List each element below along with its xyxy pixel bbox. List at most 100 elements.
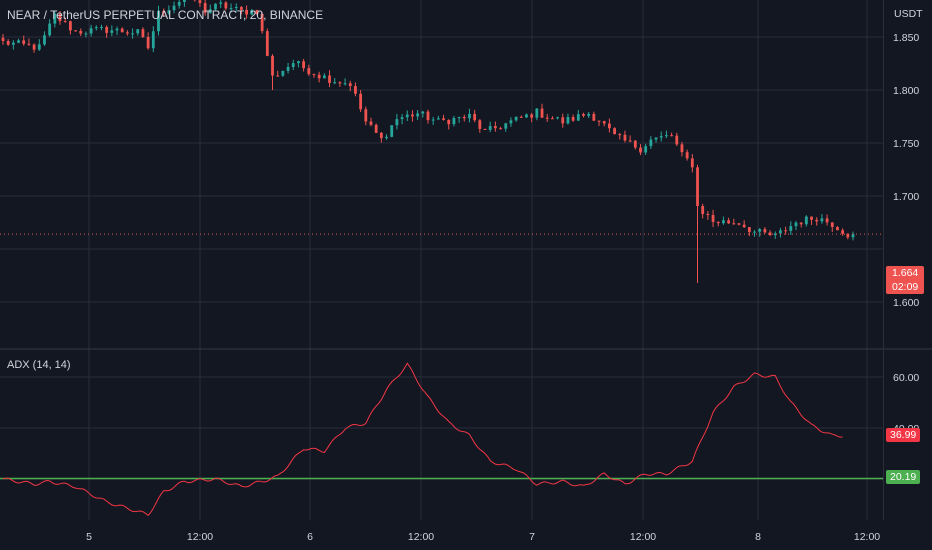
candle-down <box>846 233 850 238</box>
candle-down <box>841 230 845 234</box>
candle-down <box>359 93 363 110</box>
candle-down <box>799 222 803 225</box>
candle-down <box>369 121 373 125</box>
bar-countdown: 02:09 <box>892 281 919 293</box>
candle-down <box>597 120 601 122</box>
candle-up <box>43 35 46 45</box>
candle-down <box>462 117 466 119</box>
candle-up <box>208 9 212 13</box>
candle-up <box>84 33 88 35</box>
adx-line <box>2 362 843 517</box>
candle-up <box>100 27 103 29</box>
candle-up <box>89 28 93 34</box>
candle-up <box>566 117 570 124</box>
candle-down <box>768 232 772 236</box>
candle-down <box>478 120 482 129</box>
candle-up <box>722 220 725 224</box>
candle-down <box>240 7 243 10</box>
candle-down <box>255 10 259 14</box>
candle-down <box>499 128 502 130</box>
last-price-value: 1.664 <box>892 267 919 279</box>
candle-up <box>250 10 254 15</box>
time-axis[interactable]: 5 12:00 6 12:00 7 12:00 8 12:00 <box>86 531 880 543</box>
candle-up <box>136 29 140 34</box>
candle-down <box>623 134 627 141</box>
candle-up <box>794 222 798 227</box>
candle-down <box>701 206 705 214</box>
candle-down <box>571 117 575 121</box>
candle-down <box>203 3 207 13</box>
candle-down <box>79 31 83 34</box>
price-tick-label: 1.850 <box>893 32 919 44</box>
time-tick-label: 6 <box>307 531 313 543</box>
candle-down <box>302 61 306 69</box>
candle-up <box>219 2 223 4</box>
candle-up <box>48 23 52 36</box>
candle-down <box>312 74 316 76</box>
candle-up <box>504 123 508 129</box>
candle-up <box>385 136 388 139</box>
candle-up <box>457 117 461 119</box>
candle-down <box>22 40 26 44</box>
candle-up <box>286 66 290 71</box>
candle-down <box>411 114 414 117</box>
candle-down <box>146 37 150 49</box>
price-tick-label: 1.700 <box>893 191 919 203</box>
price-tick-label: 1.800 <box>893 85 919 97</box>
candle-up <box>94 27 98 29</box>
candle-up <box>234 7 238 9</box>
candle-up <box>758 229 762 232</box>
candle-down <box>618 134 622 136</box>
adx-value-badge: 36.99 <box>886 428 921 442</box>
candle-up <box>115 28 119 31</box>
candle-up <box>452 117 456 125</box>
candle-up <box>390 125 394 137</box>
candle-up <box>343 83 347 85</box>
time-tick-label: 7 <box>529 531 535 543</box>
candle-down <box>338 82 342 84</box>
chart-title: NEAR / TetherUS PERPETUAL CONTRACT, 20, … <box>7 8 324 22</box>
candle-up <box>131 33 134 35</box>
candle-down <box>602 121 606 124</box>
candle-up <box>820 218 824 222</box>
time-tick-label: 12:00 <box>630 531 656 543</box>
candle-down <box>317 74 321 79</box>
candle-up <box>151 31 155 49</box>
candle-down <box>120 28 124 33</box>
candle-down <box>732 223 736 225</box>
candle-up <box>773 233 777 236</box>
candle-up <box>436 118 440 120</box>
candle-up <box>851 234 855 238</box>
candle-down <box>675 135 679 145</box>
time-tick-label: 8 <box>755 531 761 543</box>
candle-down <box>716 221 720 224</box>
currency-label: USDT <box>894 8 923 20</box>
candle-down <box>276 75 280 77</box>
candle-down <box>27 43 31 45</box>
candle-down <box>328 75 331 83</box>
candle-down <box>696 167 699 207</box>
candle-down <box>706 213 710 215</box>
candle-down <box>530 114 534 118</box>
candle-up <box>514 116 518 121</box>
candle-down <box>379 132 383 139</box>
candle-down <box>711 214 715 222</box>
candle-down <box>74 30 77 32</box>
candle-down <box>540 108 544 118</box>
candle-up <box>53 13 57 24</box>
candle-down <box>265 31 269 56</box>
candle-down <box>550 118 554 120</box>
candle-up <box>322 75 326 79</box>
candle-down <box>639 147 642 153</box>
candle-up <box>488 126 492 130</box>
candle-down <box>224 2 228 9</box>
adx-title: ADX (14, 14) <box>7 359 71 371</box>
candle-up <box>11 42 15 45</box>
candle-up <box>297 61 300 64</box>
time-tick-label: 12:00 <box>187 531 213 543</box>
candle-down <box>690 158 694 168</box>
candle-up <box>214 3 217 10</box>
candle-down <box>836 226 839 231</box>
candle-down <box>245 9 248 15</box>
